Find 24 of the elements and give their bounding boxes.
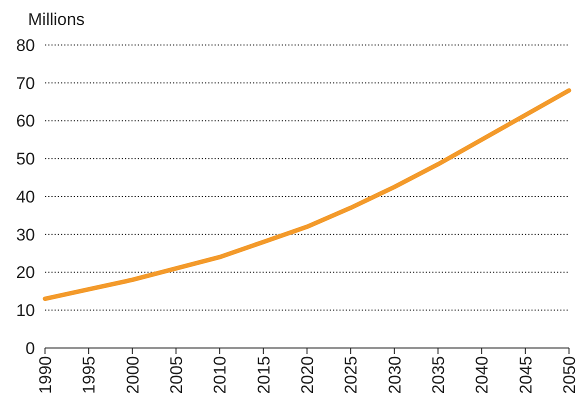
x-tick-label: 2050 [560, 356, 579, 394]
x-tick-label: 1995 [80, 356, 99, 394]
y-tick-label: 40 [16, 187, 35, 206]
y-tick-label: 20 [16, 263, 35, 282]
y-axis-title: Millions [28, 10, 85, 29]
y-tick-label: 0 [26, 338, 35, 358]
y-tick-label: 60 [16, 112, 35, 131]
x-tick-label: 2015 [254, 356, 274, 394]
x-tick-label: 2040 [472, 356, 492, 394]
y-tick-label: 70 [16, 74, 35, 93]
line-series [42, 88, 572, 302]
y-tick-label: 30 [16, 225, 35, 244]
x-tick-label: 2045 [516, 356, 536, 394]
x-tick-label: 1990 [36, 356, 55, 394]
y-tick-label: 80 [16, 36, 35, 55]
x-tick-label: 2030 [385, 356, 404, 394]
x-tick-label: 2025 [342, 356, 361, 394]
x-tick-label: 2005 [166, 356, 186, 394]
x-tick-label: 2035 [428, 356, 448, 394]
x-tick-label: 2010 [210, 356, 230, 394]
x-tick-label: 2020 [298, 356, 317, 394]
y-tick-label: 50 [16, 150, 35, 169]
x-tick-label: 2000 [123, 356, 142, 394]
y-tick-label: 10 [16, 301, 35, 320]
